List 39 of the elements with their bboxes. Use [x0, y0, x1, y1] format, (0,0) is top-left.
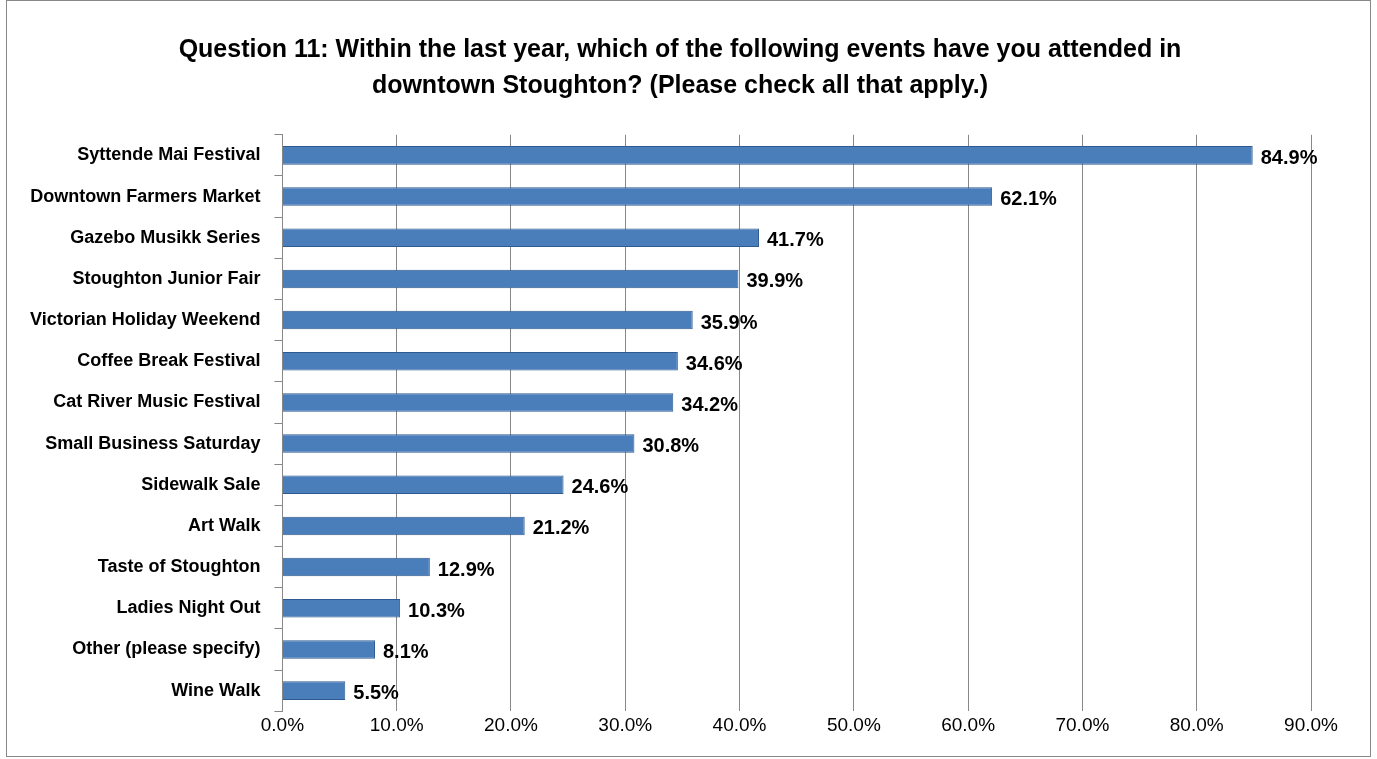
- y-tick-label: Gazebo Musikk Series: [70, 226, 261, 247]
- y-tick-label: Wine Walk: [171, 679, 262, 700]
- data-label: 34.2%: [681, 392, 739, 415]
- y-tick-label: Victorian Holiday Weekend: [30, 309, 261, 330]
- data-label: 30.8%: [642, 434, 700, 457]
- data-label: 10.3%: [408, 598, 466, 621]
- x-tick-label: 0.0%: [260, 713, 305, 735]
- y-tick-label: Stoughton Junior Fair: [72, 267, 261, 288]
- y-tick-label: Sidewalk Sale: [141, 473, 261, 494]
- y-tick-label: Coffee Break Festival: [77, 350, 261, 371]
- chart-title: Question 11: Within the last year, which of the following events have you attended in downtown Stoughton? (Please check all that apply.): [177, 33, 1183, 100]
- x-tick-label: 40.0%: [712, 713, 767, 735]
- x-tick-label: 30.0%: [598, 713, 653, 735]
- data-label: 24.6%: [571, 475, 629, 498]
- data-label: 84.9%: [1260, 145, 1318, 168]
- x-tick-label: 20.0%: [484, 713, 539, 735]
- y-tick-label: Ladies Night Out: [116, 597, 261, 618]
- x-tick-label: 60.0%: [941, 713, 996, 735]
- y-tick-label: Cat River Music Festival: [53, 391, 261, 412]
- data-label: 8.1%: [382, 639, 429, 662]
- x-tick-label: 80.0%: [1169, 713, 1224, 735]
- y-tick-label: Art Walk: [188, 514, 262, 535]
- y-tick-label: Other (please specify): [72, 638, 261, 659]
- data-label: 21.2%: [532, 516, 590, 539]
- x-tick-label: 10.0%: [369, 713, 424, 735]
- data-label: 39.9%: [746, 269, 804, 292]
- x-tick-label: 50.0%: [826, 713, 881, 735]
- y-tick-label: Downtown Farmers Market: [30, 185, 261, 206]
- data-label: 41.7%: [766, 228, 824, 251]
- data-label: 5.5%: [353, 681, 400, 704]
- data-label: 12.9%: [437, 557, 495, 580]
- y-tick-label: Taste of Stoughton: [97, 556, 261, 577]
- x-tick-label: 90.0%: [1284, 713, 1339, 735]
- y-tick-label: Syttende Mai Festival: [77, 144, 261, 165]
- data-label: 35.9%: [700, 310, 758, 333]
- data-label: 62.1%: [1000, 187, 1058, 210]
- x-tick-label: 70.0%: [1055, 713, 1110, 735]
- y-tick-label: Small Business Saturday: [45, 432, 261, 453]
- data-label: 34.6%: [685, 351, 743, 374]
